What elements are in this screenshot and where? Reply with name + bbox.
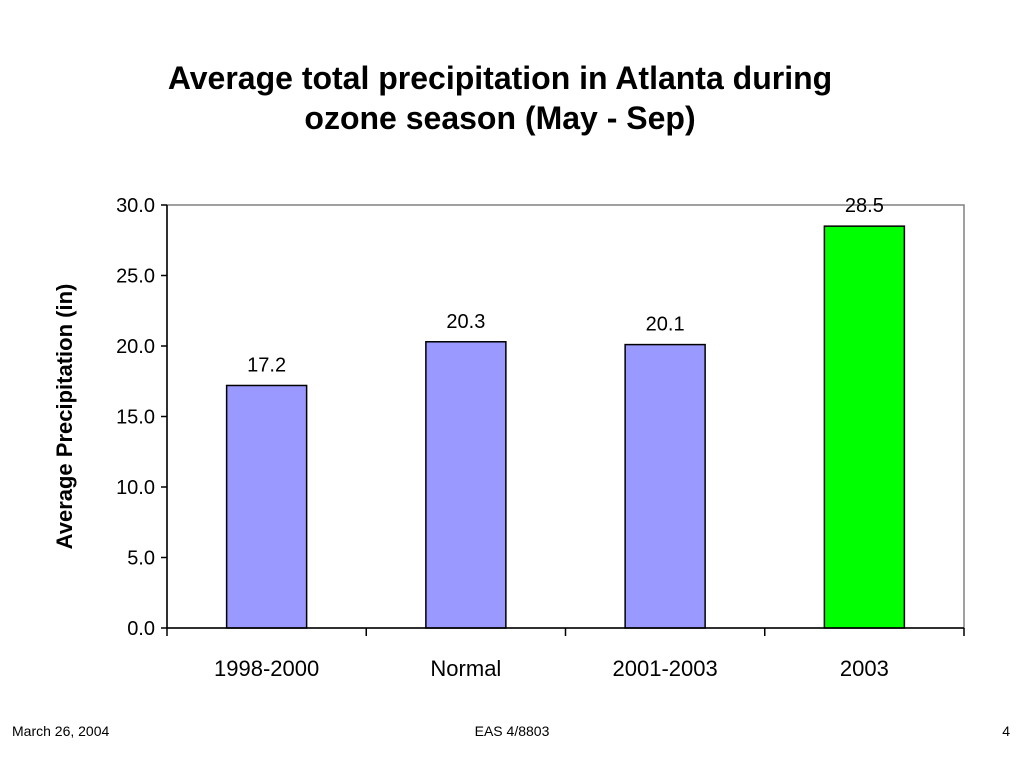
bar-value-label: 20.1: [646, 314, 685, 336]
slide-title: Average total precipitation in Atlanta d…: [100, 58, 900, 138]
x-category-label: 1998-2000: [214, 656, 319, 681]
footer-date: March 26, 2004: [12, 723, 110, 739]
footer-page-number: 4: [1002, 723, 1010, 739]
y-tick-label: 20.0: [116, 336, 155, 358]
bar: [624, 343, 706, 629]
y-tick-label: 30.0: [116, 195, 155, 217]
bar-value-label: 20.3: [446, 311, 485, 333]
y-tick-label: 5.0: [127, 548, 155, 570]
bar: [225, 384, 308, 629]
y-axis-title: Average Precipitation (in): [52, 284, 77, 550]
x-category-label: 2003: [840, 656, 889, 681]
bar: [425, 341, 507, 629]
slide-title-line-2: ozone season (May - Sep): [304, 100, 696, 136]
y-tick-label: 15.0: [116, 407, 155, 429]
x-category-label: 2001-2003: [613, 656, 718, 681]
x-category-label: Normal: [430, 656, 501, 681]
y-tick-label: 25.0: [116, 266, 155, 288]
footer-course: EAS 4/8803: [474, 723, 550, 739]
y-tick-label: 10.0: [116, 477, 155, 499]
bar: [823, 225, 906, 629]
bar-value-label: 17.2: [247, 354, 286, 376]
bar-value-label: 28.5: [845, 195, 884, 217]
slide-title-line-1: Average total precipitation in Atlanta d…: [167, 60, 833, 96]
y-tick-label: 0.0: [127, 618, 155, 640]
